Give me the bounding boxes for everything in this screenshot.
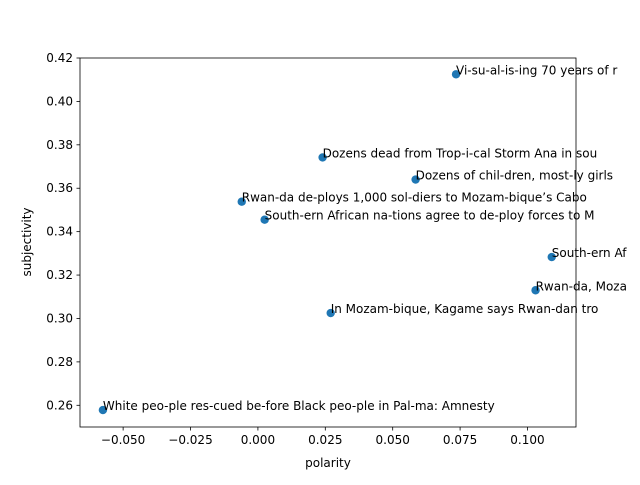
y-tick-label: 0.28 — [46, 355, 73, 369]
scatter-point — [318, 153, 327, 162]
point-label: South-ern Af — [552, 246, 628, 260]
x-tick-label: −0.050 — [101, 433, 145, 447]
y-tick-label: 0.40 — [46, 94, 73, 108]
point-label: Vi-su-al-is-ing 70 years of r — [456, 63, 617, 77]
point-label: South-ern African na-tions agree to de-p… — [265, 209, 595, 223]
y-tick-label: 0.38 — [46, 138, 73, 152]
y-tick-label: 0.32 — [46, 268, 73, 282]
scatter-point — [326, 308, 335, 318]
y-axis-label: subjectivity — [20, 207, 34, 276]
point-label: In Mozam-bique, Kagame says Rwan-dan tro — [331, 302, 599, 316]
point-label: Dozens dead from Trop-i-cal Storm Ana in… — [323, 146, 598, 160]
x-tick-label: 0.100 — [510, 433, 544, 447]
point-label: Dozens of chil-dren, most-ly girls — [416, 169, 613, 183]
y-tick-label: 0.26 — [46, 398, 73, 412]
x-tick-label: 0.075 — [443, 433, 477, 447]
scatter-point — [451, 70, 461, 79]
scatter-point — [531, 286, 540, 295]
scatter-point — [260, 215, 269, 224]
y-tick-label: 0.34 — [46, 225, 73, 239]
point-label: Rwan-da de-ploys 1,000 sol-diers to Moza… — [242, 191, 587, 205]
y-tick-label: 0.36 — [46, 181, 73, 195]
data-points — [98, 70, 556, 415]
x-tick-label: 0.000 — [241, 433, 275, 447]
axis-ticks: −0.050 −0.025 0.000 0.025 0.050 0.075 0.100 0.2… — [46, 51, 544, 447]
scatter-point — [237, 197, 246, 206]
scatter-point — [411, 175, 420, 184]
point-label: White peo-ple res-cued be-fore Black peo… — [103, 399, 495, 413]
y-tick-label: 0.30 — [46, 311, 73, 325]
point-labels: Vi-su-al-is-ing 70 years of r Dozens dead… — [103, 63, 627, 413]
point-label: Rwan-da, Moza — [536, 279, 627, 293]
x-tick-label: 0.050 — [376, 433, 410, 447]
y-tick-label: 0.42 — [46, 51, 73, 65]
x-tick-label: 0.025 — [308, 433, 342, 447]
scatter-point — [547, 252, 556, 262]
plot-frame — [79, 57, 577, 428]
scatter-point — [98, 405, 108, 415]
x-axis-label: polarity — [305, 456, 351, 470]
plot-area — [79, 57, 577, 428]
x-tick-label: −0.025 — [168, 433, 212, 447]
